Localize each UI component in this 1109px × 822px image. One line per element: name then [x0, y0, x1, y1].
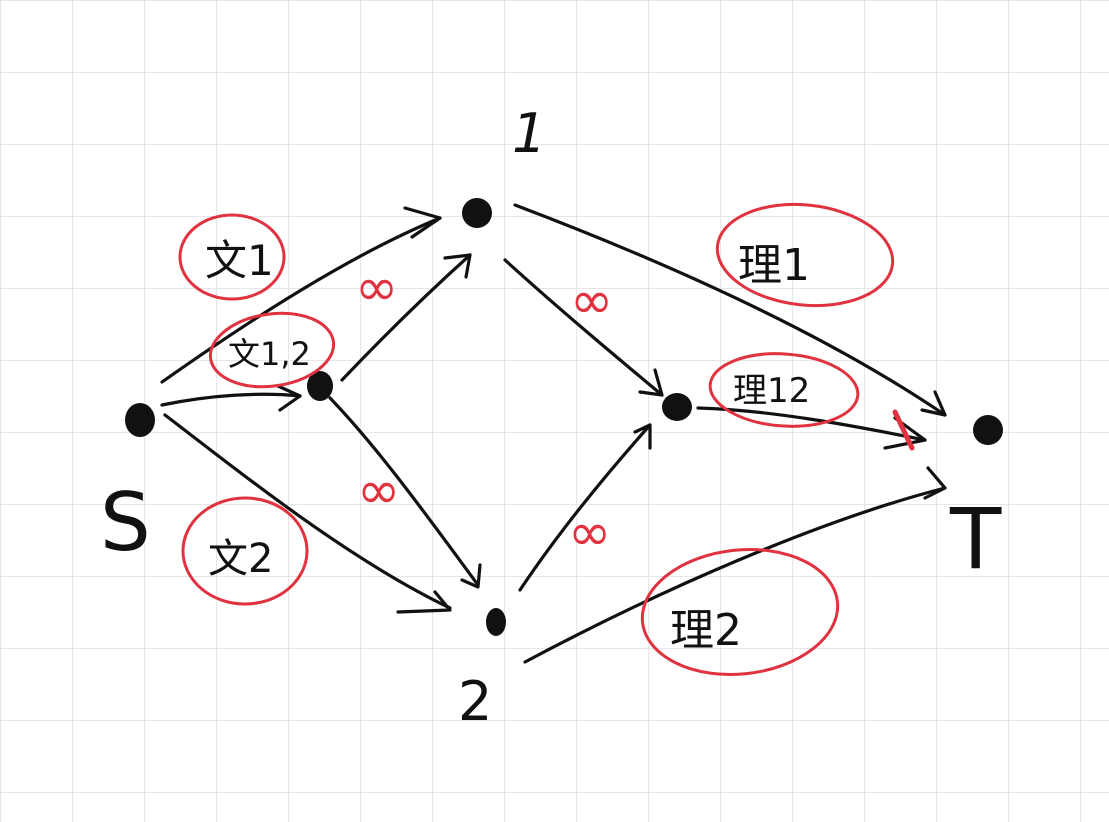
li12-label: 理12 — [733, 371, 810, 411]
wen12-circle — [208, 311, 336, 389]
label-top-node: 1 — [512, 102, 546, 165]
inf-mark-upper-right: ∞ — [570, 271, 613, 331]
red-cut-mark — [892, 409, 915, 451]
edge-midleft-to-bottom-arrowhead — [460, 563, 482, 589]
node-bottom — [486, 608, 506, 636]
edge-s-to-top — [160, 216, 442, 384]
node-midright — [662, 393, 692, 421]
wen1-circle — [178, 213, 286, 301]
edge-s-to-midleft-arrowhead — [276, 384, 302, 412]
edge-bottom-to-midright-arrowhead — [633, 423, 652, 450]
li1-label: 理1 — [738, 240, 810, 291]
edge-midleft-to-bottom — [328, 396, 480, 587]
edge-bottom-to-midright — [518, 423, 652, 592]
edge-top-to-t-arrowhead — [920, 390, 947, 417]
label-sink: T — [949, 490, 1002, 588]
edge-bottom-to-t — [523, 486, 947, 664]
inf-mark-lower-right: ∞ — [568, 503, 611, 563]
li12-circle — [708, 352, 860, 428]
edge-top-to-t — [513, 203, 947, 417]
edge-midright-to-t-arrowhead — [883, 416, 927, 450]
edge-top-to-midright-arrowhead — [638, 368, 664, 397]
node-top — [462, 198, 492, 228]
inf-mark-lower-left: ∞ — [357, 461, 400, 521]
edge-s-to-bottom — [163, 413, 452, 610]
label-source: S — [100, 476, 151, 569]
edge-midleft-to-top-arrowhead — [443, 253, 472, 279]
node-t — [973, 415, 1003, 445]
inf-mark-upper-left: ∞ — [355, 258, 398, 318]
li2-label: 理2 — [670, 605, 742, 656]
edge-s-to-midleft — [160, 392, 302, 407]
edge-s-to-top-arrowhead — [403, 206, 442, 239]
label-bottom-node: 2 — [458, 670, 492, 733]
li1-circle — [715, 202, 895, 308]
wen12-label: 文1,2 — [228, 335, 311, 373]
edge-s-to-bottom-arrowhead — [396, 590, 452, 614]
wen2-label: 文2 — [208, 536, 273, 582]
wen1-label: 文1 — [205, 236, 274, 285]
li2-circle — [640, 547, 840, 677]
wen2-circle — [181, 496, 309, 606]
edge-midleft-to-top — [340, 253, 472, 382]
node-midleft — [307, 371, 333, 401]
node-s — [125, 403, 155, 437]
edge-bottom-to-t-arrowhead — [923, 466, 947, 500]
edge-top-to-midright — [503, 258, 664, 397]
